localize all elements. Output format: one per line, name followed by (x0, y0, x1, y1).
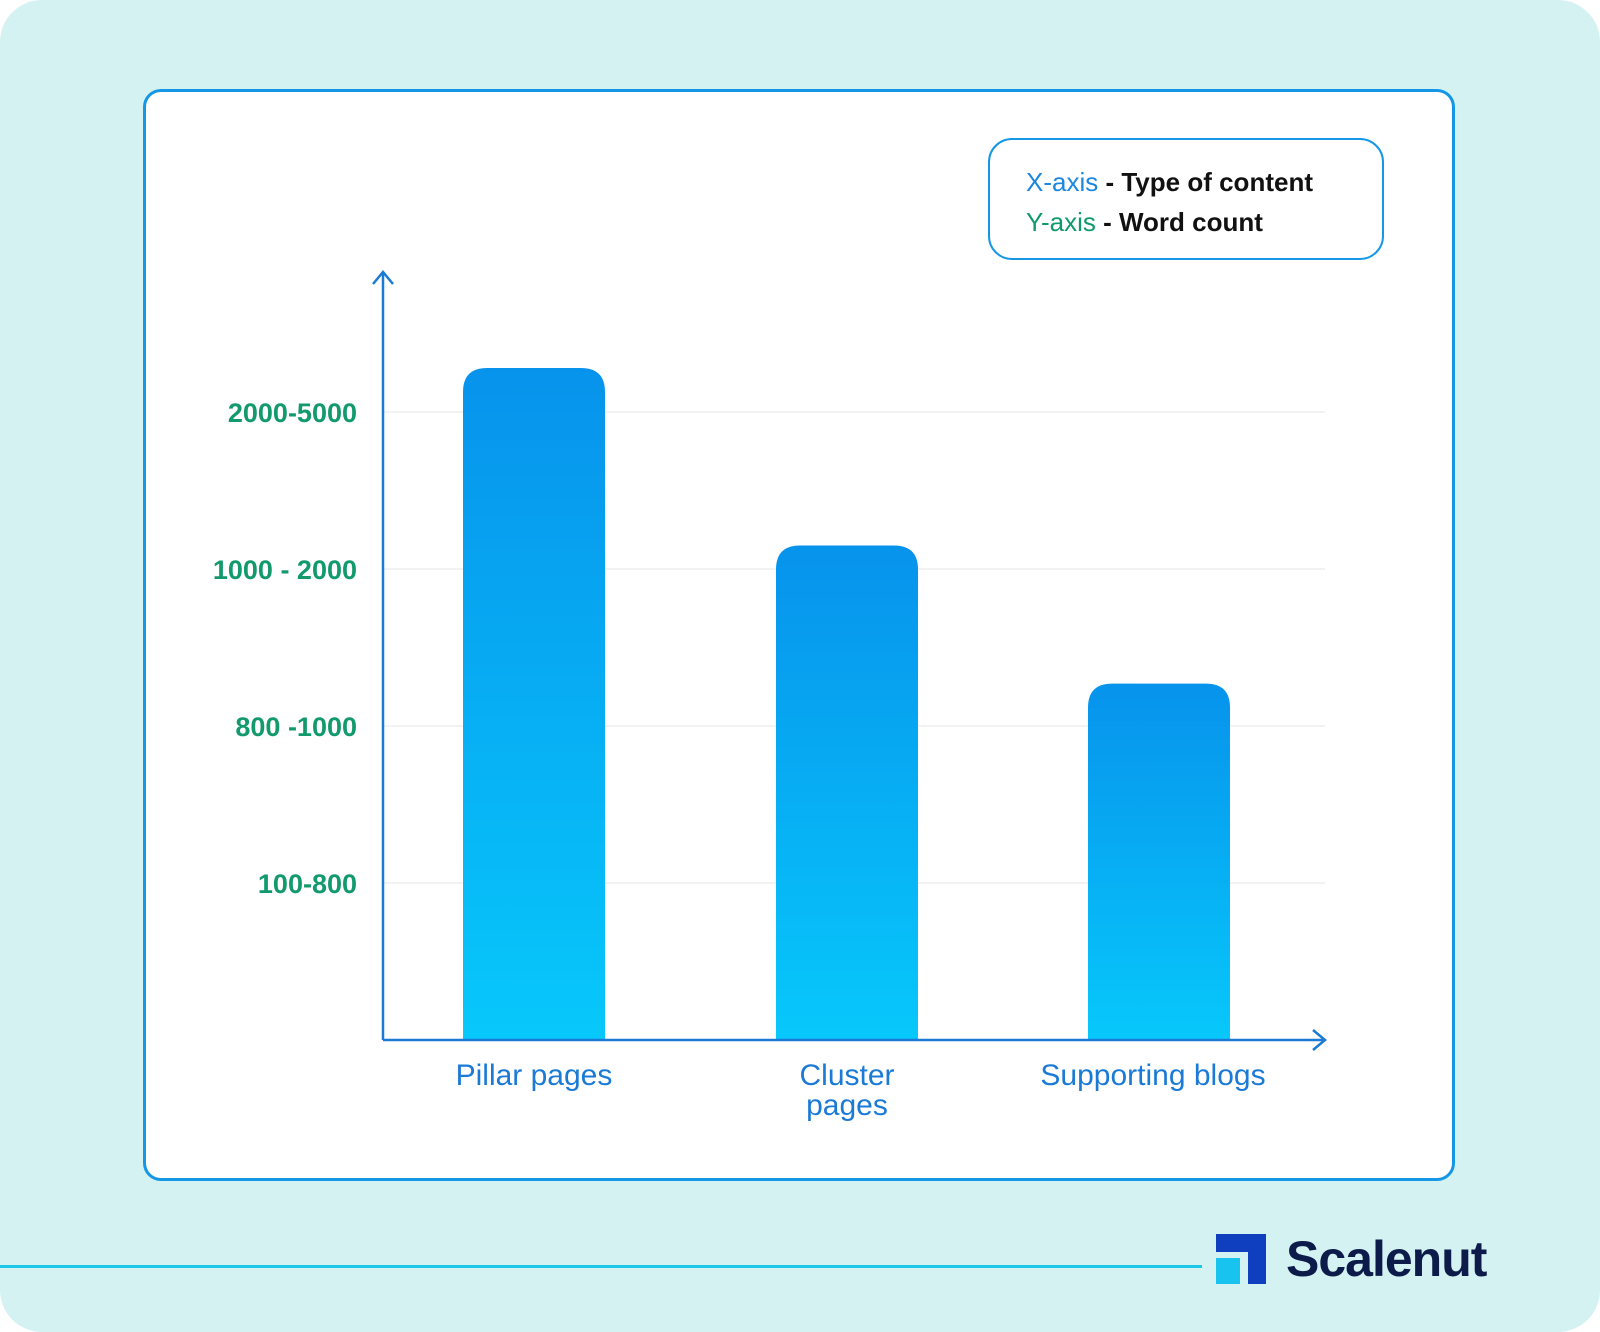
x-axis-arrow-icon (1312, 1029, 1327, 1051)
bar (463, 368, 605, 1040)
y-tick-label: 800 -1000 (235, 712, 357, 742)
axis-labels: 100-800 800 -1000 1000 - 2000 2000-5000 Pill… (213, 398, 1266, 1122)
footer-line (0, 1265, 1202, 1268)
x-category-label-line: Pillar pages (456, 1059, 613, 1092)
brand-name: Scalenut (1286, 1231, 1487, 1287)
legend-x-row: X-axis - Type of content (1026, 162, 1382, 202)
x-category-label: Supporting blogs (1040, 1059, 1265, 1092)
bars (463, 368, 1230, 1040)
x-category-label-line: Supporting blogs (1040, 1059, 1265, 1092)
x-category-label: Pillar pages (456, 1059, 613, 1092)
y-axis-arrow-icon (372, 270, 394, 285)
legend-y-key: Y-axis (1026, 207, 1096, 237)
x-category-label-line: pages (806, 1089, 888, 1122)
x-category-label: Cluster pages (799, 1059, 894, 1122)
bar (776, 545, 918, 1040)
axis-legend: X-axis - Type of content Y-axis - Word c… (988, 138, 1384, 260)
scalenut-logo-mark (1216, 1234, 1266, 1284)
legend-x-key: X-axis (1026, 167, 1099, 197)
y-tick-label: 2000-5000 (228, 398, 357, 428)
legend-y-row: Y-axis - Word count (1026, 202, 1382, 242)
x-category-label-line: Cluster (799, 1059, 894, 1092)
legend-x-value: - Type of content (1098, 167, 1313, 197)
legend-y-value: - Word count (1095, 207, 1263, 237)
y-tick-label: 1000 - 2000 (213, 555, 357, 585)
bar (1088, 683, 1230, 1040)
axes (372, 270, 1327, 1051)
y-tick-label: 100-800 (258, 869, 357, 899)
scalenut-logo: Scalenut (1216, 1231, 1487, 1287)
